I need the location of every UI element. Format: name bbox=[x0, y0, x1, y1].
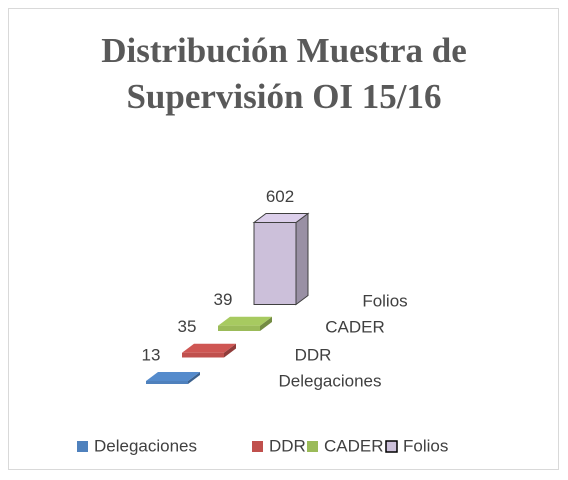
data-label: 39 bbox=[214, 290, 233, 309]
legend-swatch bbox=[252, 441, 263, 452]
data-label: 13 bbox=[142, 345, 161, 364]
legend-label: CADER bbox=[324, 436, 384, 455]
chart-frame bbox=[8, 8, 559, 470]
depth-axis-label: Delegaciones bbox=[278, 371, 381, 390]
legend-swatch bbox=[77, 441, 88, 452]
bar-top bbox=[146, 372, 200, 381]
bar-top bbox=[218, 316, 272, 326]
bar-side bbox=[188, 372, 200, 384]
bar bbox=[218, 316, 272, 331]
bar-side bbox=[260, 316, 272, 331]
bar-side bbox=[295, 212, 309, 306]
data-label: 602 bbox=[266, 187, 294, 206]
depth-axis-label: Folios bbox=[362, 291, 407, 310]
bar bbox=[252, 212, 310, 306]
data-label: 35 bbox=[178, 317, 197, 336]
bar-front bbox=[182, 352, 224, 358]
bar bbox=[182, 343, 236, 358]
legend-swatch bbox=[385, 440, 398, 453]
bar-top bbox=[182, 343, 236, 353]
bar bbox=[146, 372, 200, 384]
bar-side bbox=[224, 343, 236, 358]
bar-front bbox=[253, 222, 297, 305]
depth-axis-label: CADER bbox=[325, 317, 385, 336]
legend-label: Folios bbox=[403, 436, 448, 455]
legend-label: DDR bbox=[269, 436, 306, 455]
depth-axis-label: DDR bbox=[295, 345, 332, 364]
bar-front bbox=[146, 381, 188, 384]
legend-swatch bbox=[307, 441, 318, 452]
bar-front bbox=[218, 325, 260, 331]
chart-title: Distribución Muestra de Supervisión OI 1… bbox=[101, 31, 467, 116]
legend-label: Delegaciones bbox=[94, 436, 197, 455]
